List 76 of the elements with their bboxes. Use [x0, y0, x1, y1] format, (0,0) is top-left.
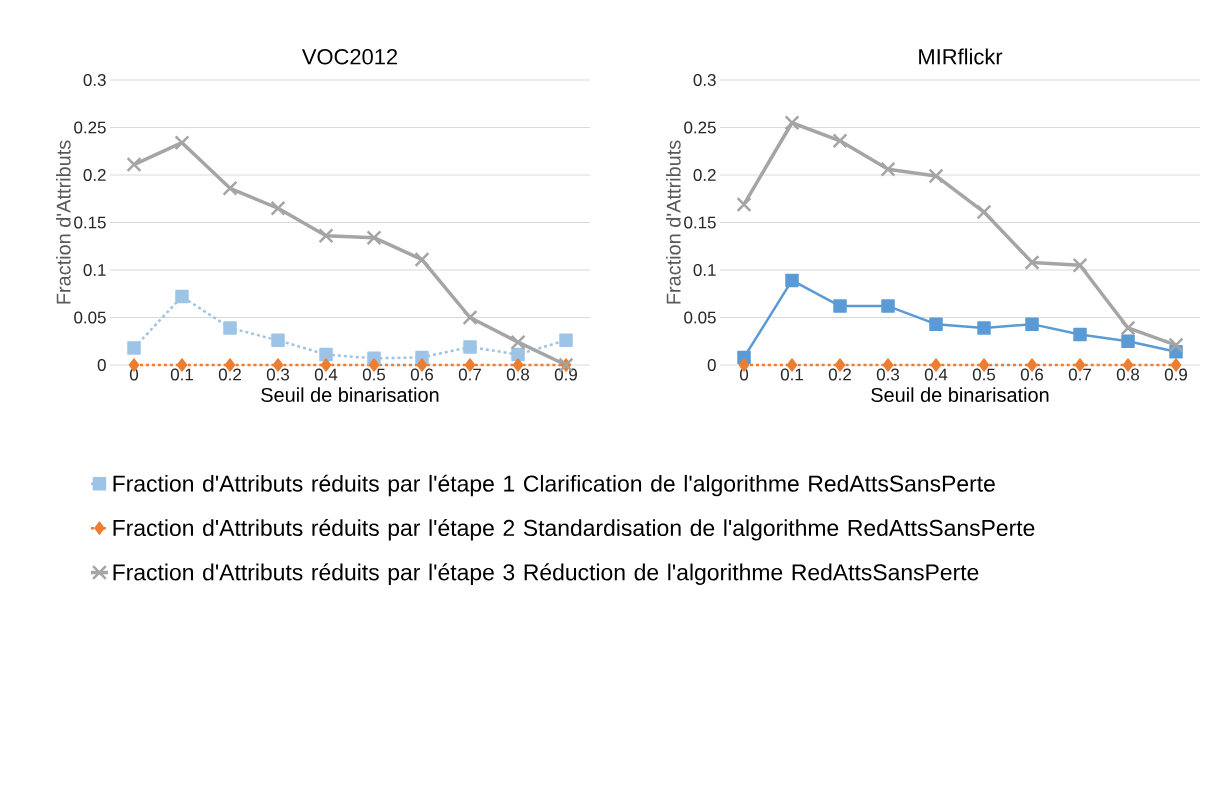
- y-tick-label: 0.15: [74, 216, 106, 229]
- x-tick-label: 0.4: [924, 368, 948, 381]
- x-axis-title: Seuil de binarisation: [871, 387, 1049, 402]
- point: [174, 135, 190, 151]
- x-tick-label: 0.7: [458, 368, 481, 381]
- point: [1072, 257, 1088, 273]
- point: [1121, 334, 1135, 348]
- point: [833, 299, 847, 313]
- y-tick-label: 0.3: [693, 74, 716, 86]
- point: [366, 230, 382, 246]
- point: [559, 333, 573, 348]
- point: [1168, 337, 1184, 353]
- point: [1120, 320, 1136, 336]
- x-tick-label: 0.2: [218, 368, 241, 381]
- point: [929, 317, 943, 331]
- y-tick-label: 0.1: [693, 264, 716, 276]
- x-tick-label: 0.8: [506, 368, 530, 381]
- chart-title: MIRflickr: [919, 48, 1003, 65]
- x-axis-title: Seuil de binarisation: [261, 387, 439, 402]
- y-tick-label: 0.05: [684, 311, 716, 324]
- point: [928, 168, 944, 184]
- point: [126, 156, 142, 173]
- point: [511, 347, 525, 362]
- y-tick-label: 0.2: [693, 169, 716, 181]
- y-tick-label: 0: [707, 359, 716, 371]
- point: [881, 299, 895, 313]
- x-tick-label: 0.4: [314, 368, 338, 381]
- point: [976, 204, 992, 220]
- y-tick-label: 0: [97, 359, 106, 371]
- point: [270, 200, 286, 216]
- point: [1024, 254, 1040, 271]
- y-tick-label: 0.05: [74, 311, 106, 324]
- x-tick-label: 0.8: [1116, 368, 1140, 381]
- x-tick-label: 0.6: [1020, 368, 1044, 381]
- point: [736, 196, 752, 213]
- point: [222, 180, 238, 196]
- x-tick-label: 0.9: [554, 368, 577, 381]
- point: [223, 321, 237, 335]
- x-tick-label: 0.1: [780, 368, 803, 381]
- legend-label: Fraction d'Attributs réduits par l'étape 1 Clarification de l'algorithme RedAttsSansPerte: [113, 474, 995, 497]
- point: [977, 321, 991, 335]
- x-tick-label: 0.1: [170, 368, 193, 381]
- point: [318, 228, 334, 244]
- x-tick-label: 0.3: [876, 368, 900, 381]
- x-tick-label: 0.5: [362, 368, 386, 381]
- point: [462, 309, 478, 326]
- y-tick-label: 0.1: [83, 264, 106, 276]
- x-tick-label: 0.3: [266, 368, 290, 381]
- y-tick-label: 0.25: [74, 121, 106, 134]
- y-tick-label: 0.25: [684, 121, 716, 134]
- legend-label: Fraction d'Attributs réduits par l'étape 3 Réduction de l'algorithme RedAttsSansPerte: [113, 563, 979, 585]
- point: [463, 340, 477, 354]
- y-tick-label: 0.15: [684, 216, 716, 229]
- point: [1073, 327, 1087, 342]
- y-tick-label: 0.3: [83, 74, 106, 86]
- x-tick-label: 0.6: [410, 368, 434, 381]
- point: [784, 115, 800, 131]
- x-tick-label: 0.5: [972, 368, 996, 381]
- point: [510, 334, 526, 350]
- point: [127, 341, 141, 355]
- point: [832, 133, 848, 149]
- y-axis-title: Fraction d'Attributs: [666, 140, 681, 304]
- y-tick-label: 0.2: [83, 169, 106, 181]
- point: [271, 333, 285, 348]
- point: [785, 273, 799, 288]
- point: [414, 251, 430, 268]
- chart-title: VOC2012: [301, 48, 398, 65]
- point: [319, 347, 333, 362]
- legend-label: Fraction d'Attributs réduits par l'étape 2 Standardisation de l'algorithme RedAttsSansPerte: [113, 518, 1035, 541]
- x-tick-label: 0.7: [1068, 368, 1091, 381]
- point: [880, 161, 896, 177]
- y-axis-title: Fraction d'Attributs: [56, 140, 71, 304]
- point: [175, 289, 189, 304]
- x-tick-label: 0.9: [1164, 368, 1187, 381]
- point: [1025, 317, 1039, 331]
- x-tick-label: 0.2: [828, 368, 851, 381]
